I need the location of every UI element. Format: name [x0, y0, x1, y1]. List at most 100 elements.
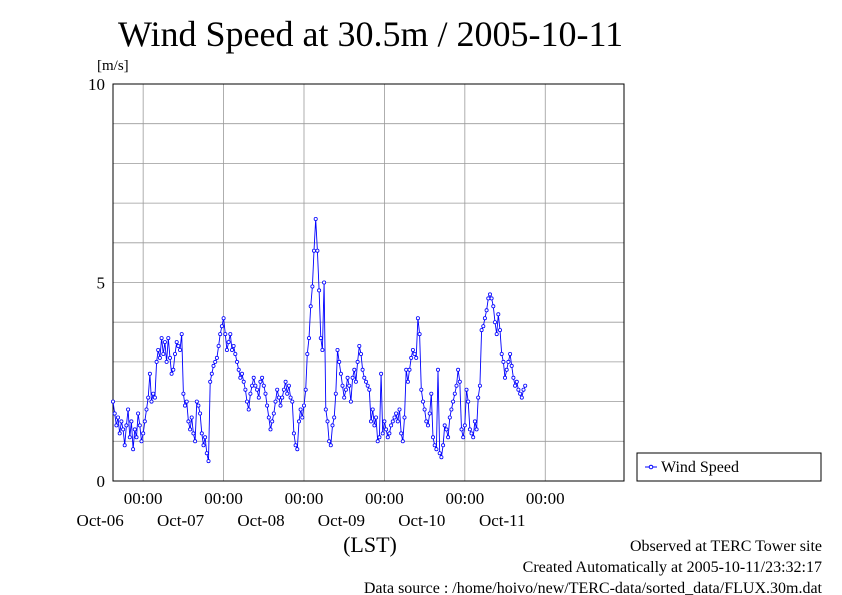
- data-point: [142, 419, 147, 424]
- data-point: [451, 399, 456, 404]
- data-point: [149, 399, 154, 404]
- data-point: [129, 419, 134, 424]
- data-point: [494, 332, 499, 337]
- data-point: [320, 347, 325, 352]
- data-point: [342, 395, 347, 400]
- plot-area-frame: [112, 83, 625, 482]
- data-point: [300, 415, 305, 420]
- data-point: [384, 427, 389, 432]
- data-point: [171, 367, 176, 372]
- data-point: [501, 359, 506, 364]
- data-point: [260, 375, 265, 380]
- data-point: [246, 407, 251, 412]
- data-point: [491, 304, 496, 309]
- data-point: [114, 423, 119, 428]
- data-point: [352, 367, 357, 372]
- data-point: [360, 367, 365, 372]
- data-point: [402, 415, 407, 420]
- data-point: [206, 459, 211, 464]
- data-point: [156, 347, 161, 352]
- data-point: [430, 435, 435, 440]
- data-point: [439, 455, 444, 460]
- data-point: [261, 383, 266, 388]
- y-axis-label: [m/s]: [97, 58, 129, 74]
- chart-title: Wind Speed at 30.5m / 2005-10-11: [118, 14, 623, 54]
- data-point: [379, 371, 384, 376]
- y-tick-label: 0: [97, 472, 106, 491]
- data-point: [154, 359, 159, 364]
- data-point: [347, 383, 352, 388]
- x-axis-label: (LST): [343, 532, 397, 557]
- data-point: [112, 411, 117, 416]
- data-point: [452, 391, 457, 396]
- data-point: [136, 411, 141, 416]
- data-point: [497, 328, 502, 333]
- data-point: [370, 407, 375, 412]
- data-point: [250, 383, 255, 388]
- data-point: [333, 391, 338, 396]
- data-point: [511, 375, 516, 380]
- data-point: [513, 383, 518, 388]
- data-point: [221, 316, 226, 321]
- data-point: [375, 439, 380, 444]
- data-point: [499, 351, 504, 356]
- data-point: [410, 347, 415, 352]
- data-point: [521, 387, 526, 392]
- data-point: [306, 336, 311, 341]
- data-point: [367, 387, 372, 392]
- data-point: [179, 332, 184, 337]
- data-point: [328, 443, 333, 448]
- data-point: [184, 399, 189, 404]
- data-point: [350, 375, 355, 380]
- data-point: [469, 431, 474, 436]
- data-point: [258, 379, 263, 384]
- data-point: [234, 359, 239, 364]
- data-point: [134, 435, 139, 440]
- data-point: [514, 379, 519, 384]
- data-point: [382, 419, 387, 424]
- data-point: [405, 379, 410, 384]
- data-point: [226, 340, 231, 345]
- data-point: [285, 391, 290, 396]
- data-point: [315, 248, 320, 253]
- data-point: [201, 443, 206, 448]
- data-point: [208, 379, 213, 384]
- data-point: [161, 351, 166, 356]
- data-point: [203, 435, 208, 440]
- data-point: [255, 387, 260, 392]
- data-point: [407, 367, 412, 372]
- data-point: [457, 379, 462, 384]
- data-point: [167, 355, 172, 360]
- data-point: [238, 375, 243, 380]
- data-point: [417, 332, 422, 337]
- data-point: [139, 439, 144, 444]
- data-point: [435, 367, 440, 372]
- data-point: [506, 359, 511, 364]
- data-point: [271, 411, 276, 416]
- data-point: [434, 447, 439, 452]
- data-point: [198, 411, 203, 416]
- data-point: [241, 379, 246, 384]
- data-point: [268, 427, 273, 432]
- data-point: [484, 308, 489, 313]
- data-point: [301, 403, 306, 408]
- data-point: [318, 336, 323, 341]
- x-ticks: 00:00Oct-0600:00Oct-0700:00Oct-0800:00Oc…: [77, 489, 565, 530]
- series-group: [111, 216, 528, 464]
- data-point: [216, 343, 221, 348]
- data-point: [340, 383, 345, 388]
- data-point: [275, 387, 280, 392]
- data-point: [186, 419, 191, 424]
- data-point: [293, 443, 298, 448]
- data-point: [414, 355, 419, 360]
- data-point: [290, 399, 295, 404]
- data-point: [373, 415, 378, 420]
- data-point: [368, 419, 373, 424]
- data-point: [392, 415, 397, 420]
- data-point: [283, 379, 288, 384]
- data-point: [377, 435, 382, 440]
- data-point: [117, 431, 122, 436]
- data-point: [159, 336, 164, 341]
- x-tick-time-label: 00:00: [445, 489, 484, 508]
- data-point: [127, 435, 132, 440]
